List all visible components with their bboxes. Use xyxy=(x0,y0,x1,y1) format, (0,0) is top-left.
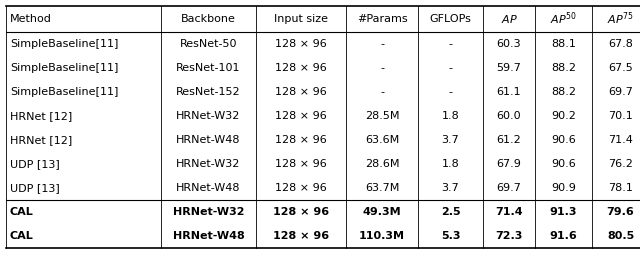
Text: 128 × 96: 128 × 96 xyxy=(275,135,327,145)
Text: 3.7: 3.7 xyxy=(442,135,460,145)
Text: 1.8: 1.8 xyxy=(442,159,460,169)
Text: ResNet-152: ResNet-152 xyxy=(176,87,241,97)
Text: UDP [13]: UDP [13] xyxy=(10,159,60,169)
Text: SimpleBaseline[11]: SimpleBaseline[11] xyxy=(10,39,118,49)
Text: $AP$: $AP$ xyxy=(500,13,518,25)
Text: -: - xyxy=(449,39,452,49)
Text: 28.6M: 28.6M xyxy=(365,159,399,169)
Text: 71.4: 71.4 xyxy=(495,207,523,217)
Text: GFLOPs: GFLOPs xyxy=(429,14,472,24)
Text: 67.5: 67.5 xyxy=(608,63,633,73)
Text: 69.7: 69.7 xyxy=(497,183,522,193)
Text: HRNet-W32: HRNet-W32 xyxy=(176,111,241,121)
Text: 88.1: 88.1 xyxy=(551,39,576,49)
Text: 61.2: 61.2 xyxy=(497,135,522,145)
Text: Input size: Input size xyxy=(274,14,328,24)
Text: -: - xyxy=(380,87,384,97)
Text: 2.5: 2.5 xyxy=(441,207,460,217)
Text: 63.7M: 63.7M xyxy=(365,183,399,193)
Text: 72.3: 72.3 xyxy=(495,231,523,241)
Text: 91.6: 91.6 xyxy=(550,231,577,241)
Text: HRNet-W32: HRNet-W32 xyxy=(176,159,241,169)
Text: $AP^{75}$: $AP^{75}$ xyxy=(607,11,634,27)
Text: CAL: CAL xyxy=(10,207,34,217)
Text: 128 × 96: 128 × 96 xyxy=(275,39,327,49)
Text: 70.1: 70.1 xyxy=(608,111,633,121)
Text: SimpleBaseline[11]: SimpleBaseline[11] xyxy=(10,87,118,97)
Text: 128 × 96: 128 × 96 xyxy=(275,111,327,121)
Text: HRNet-W32: HRNet-W32 xyxy=(173,207,244,217)
Text: -: - xyxy=(449,63,452,73)
Text: HRNet [12]: HRNet [12] xyxy=(10,135,72,145)
Text: ResNet-101: ResNet-101 xyxy=(176,63,241,73)
Text: 128 × 96: 128 × 96 xyxy=(273,207,329,217)
Text: 76.2: 76.2 xyxy=(608,159,633,169)
Text: 59.7: 59.7 xyxy=(497,63,522,73)
Text: 69.7: 69.7 xyxy=(608,87,633,97)
Text: $AP^{50}$: $AP^{50}$ xyxy=(550,11,577,27)
Text: Method: Method xyxy=(10,14,52,24)
Text: 63.6M: 63.6M xyxy=(365,135,399,145)
Text: Backbone: Backbone xyxy=(181,14,236,24)
Text: -: - xyxy=(380,39,384,49)
Text: 78.1: 78.1 xyxy=(608,183,633,193)
Text: 88.2: 88.2 xyxy=(551,87,576,97)
Text: 110.3M: 110.3M xyxy=(359,231,405,241)
Text: 91.3: 91.3 xyxy=(550,207,577,217)
Text: ResNet-50: ResNet-50 xyxy=(180,39,237,49)
Text: CAL: CAL xyxy=(10,231,34,241)
Text: 60.3: 60.3 xyxy=(497,39,522,49)
Text: 67.9: 67.9 xyxy=(497,159,522,169)
Text: 128 × 96: 128 × 96 xyxy=(275,159,327,169)
Text: -: - xyxy=(380,63,384,73)
Text: 1.8: 1.8 xyxy=(442,111,460,121)
Text: 128 × 96: 128 × 96 xyxy=(273,231,329,241)
Text: 128 × 96: 128 × 96 xyxy=(275,183,327,193)
Text: 90.6: 90.6 xyxy=(551,135,576,145)
Text: 80.5: 80.5 xyxy=(607,231,634,241)
Text: 79.6: 79.6 xyxy=(607,207,634,217)
Text: 88.2: 88.2 xyxy=(551,63,576,73)
Text: 128 × 96: 128 × 96 xyxy=(275,63,327,73)
Text: -: - xyxy=(449,87,452,97)
Text: 90.2: 90.2 xyxy=(551,111,576,121)
Text: 90.6: 90.6 xyxy=(551,159,576,169)
Text: 5.3: 5.3 xyxy=(441,231,460,241)
Text: HRNet-W48: HRNet-W48 xyxy=(176,135,241,145)
Text: 71.4: 71.4 xyxy=(608,135,633,145)
Text: 49.3M: 49.3M xyxy=(363,207,401,217)
Text: 90.9: 90.9 xyxy=(551,183,576,193)
Text: 3.7: 3.7 xyxy=(442,183,460,193)
Text: HRNet-W48: HRNet-W48 xyxy=(173,231,244,241)
Text: SimpleBaseline[11]: SimpleBaseline[11] xyxy=(10,63,118,73)
Text: 128 × 96: 128 × 96 xyxy=(275,87,327,97)
Text: 28.5M: 28.5M xyxy=(365,111,399,121)
Text: 60.0: 60.0 xyxy=(497,111,522,121)
Text: HRNet [12]: HRNet [12] xyxy=(10,111,72,121)
Text: UDP [13]: UDP [13] xyxy=(10,183,60,193)
Text: #Params: #Params xyxy=(356,14,407,24)
Text: 67.8: 67.8 xyxy=(608,39,633,49)
Text: 61.1: 61.1 xyxy=(497,87,522,97)
Text: HRNet-W48: HRNet-W48 xyxy=(176,183,241,193)
